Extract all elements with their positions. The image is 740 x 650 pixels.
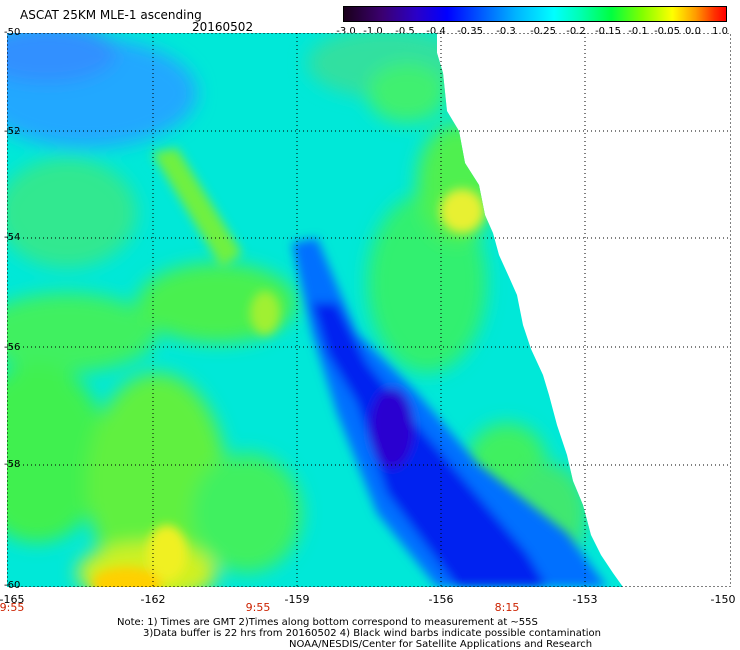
lat-label: -58 xyxy=(4,459,21,470)
lon-label: -165 xyxy=(0,593,25,606)
note-line-1: Note: 1) Times are GMT 2)Times along bot… xyxy=(117,617,538,628)
colorbar-label: -0.05 xyxy=(654,26,680,37)
lon-label: -150 xyxy=(710,593,736,606)
lat-lon-grid xyxy=(7,33,731,587)
colorbar xyxy=(343,6,727,22)
lat-label: -54 xyxy=(4,232,21,243)
lon-label: -156 xyxy=(428,593,454,606)
data-swath xyxy=(7,33,623,587)
colorbar-label: -0.2 xyxy=(566,26,586,37)
colorbar-label: -0.25 xyxy=(530,26,556,37)
time-label: 9:55 xyxy=(0,601,25,614)
lat-label: -50 xyxy=(4,27,21,38)
map-title: ASCAT 25KM MLE-1 ascending xyxy=(20,8,202,22)
colorbar-label: -0.15 xyxy=(595,26,621,37)
lon-label: -159 xyxy=(284,593,310,606)
colorbar-label: 1.0 xyxy=(712,26,728,37)
map-date: 20160502 xyxy=(192,20,254,34)
lat-label: -60 xyxy=(4,580,21,591)
colorbar-label: -0.35 xyxy=(457,26,483,37)
colorbar-label: -3.0 xyxy=(336,26,356,37)
colorbar-label: 0.0 xyxy=(685,26,701,37)
colorbar-label: -0.4 xyxy=(426,26,446,37)
colorbar-label: -0.5 xyxy=(395,26,415,37)
time-label: 9:55 xyxy=(245,601,271,614)
note-line-3: NOAA/NESDIS/Center for Satellite Applica… xyxy=(289,639,593,650)
lat-label: -52 xyxy=(4,126,21,137)
time-label: 8:15 xyxy=(494,601,520,614)
lat-label: -56 xyxy=(4,342,21,353)
colorbar-label: -0.3 xyxy=(496,26,516,37)
lon-label: -153 xyxy=(572,593,598,606)
note-line-2: 3)Data buffer is 22 hrs from 20160502 4)… xyxy=(143,628,601,639)
colorbar-label: -0.1 xyxy=(628,26,648,37)
lon-label: -162 xyxy=(140,593,166,606)
wind-map xyxy=(7,33,731,587)
colorbar-label: -1.0 xyxy=(363,26,383,37)
